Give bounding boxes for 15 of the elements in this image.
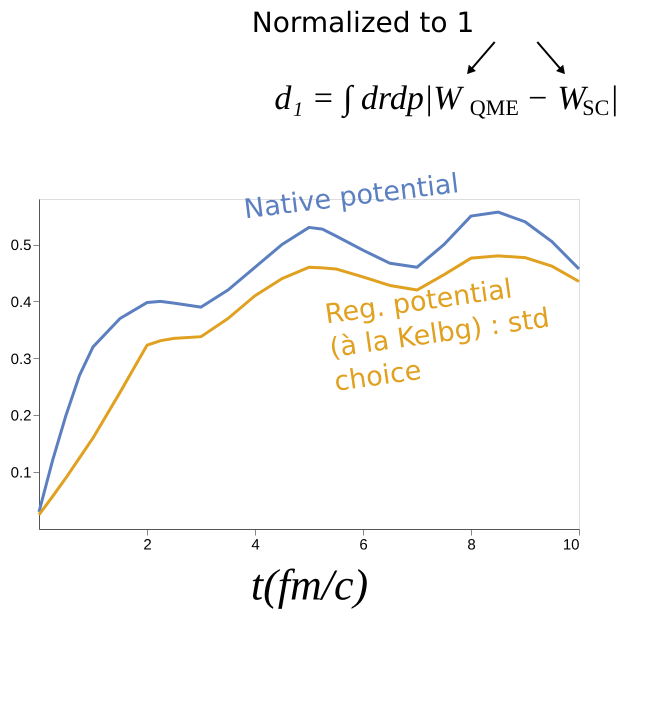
line-series — [38, 254, 580, 516]
text: Native potential — [242, 168, 461, 226]
x-axis-title: t(fm/c) — [250, 560, 368, 610]
y-tick-label: 0.5 — [10, 237, 32, 254]
text: Reg. potential (à la Kelbg) : std choice — [322, 274, 552, 398]
x-tick-label: 4 — [251, 536, 260, 554]
x-tick-label: 10 — [562, 536, 580, 554]
y-tick-label: 0.3 — [10, 350, 32, 368]
x-tick-label: 8 — [467, 536, 476, 554]
y-tick-label: 0.1 — [10, 464, 32, 482]
text: Normalized to 1 — [252, 6, 474, 39]
x-tick-label: 6 — [359, 536, 368, 554]
y-tick-label: 0.4 — [10, 294, 32, 311]
x-tick-label: 2 — [143, 536, 152, 554]
y-tick-label: 0.2 — [10, 408, 32, 425]
